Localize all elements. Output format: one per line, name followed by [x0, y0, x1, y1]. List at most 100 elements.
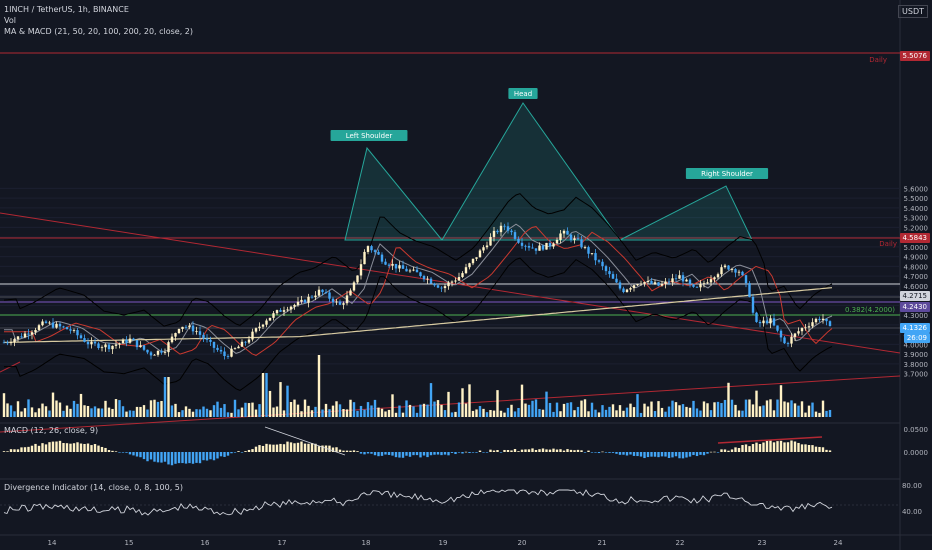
volume-bar: [615, 410, 618, 417]
macd-histogram-bar: [244, 451, 247, 452]
candle-body: [184, 326, 188, 328]
candle-body: [373, 250, 377, 252]
macd-histogram-bar: [695, 452, 699, 457]
volume-bar: [51, 392, 55, 417]
candle-body: [534, 248, 538, 251]
candle-body: [174, 333, 177, 337]
macd-histogram-bar: [370, 452, 373, 454]
ma-macd-indicator-label[interactable]: MA & MACD (21, 50, 20, 100, 200, 20, clo…: [4, 27, 194, 36]
candle-body: [244, 341, 247, 343]
macd-histogram-bar: [436, 452, 440, 455]
volume-bar: [769, 399, 772, 417]
symbol-title[interactable]: 1INCH / TetherUS, 1h, BINANCE: [4, 5, 129, 14]
candle-body: [818, 318, 821, 321]
volume-bar: [2, 393, 6, 417]
macd-histogram-bar: [30, 445, 34, 452]
candle-body: [258, 326, 261, 329]
candle-body: [69, 329, 72, 331]
candle-body: [727, 265, 730, 270]
volume-bar: [279, 382, 282, 417]
candle-body: [345, 295, 349, 304]
macd-histogram-bar: [524, 449, 527, 452]
volume-bar: [401, 412, 405, 417]
volume-bar: [219, 407, 223, 417]
volume-bar: [748, 399, 751, 417]
candle-body: [300, 299, 303, 302]
macd-histogram-bar: [363, 452, 366, 455]
macd-histogram-bar: [216, 452, 219, 459]
candle-body: [485, 245, 489, 248]
volume-bar: [233, 399, 237, 417]
candle-body: [156, 350, 160, 355]
candle-body: [303, 299, 307, 303]
divergence-pane-label[interactable]: Divergence Indicator (14, close, 0, 8, 1…: [4, 483, 184, 492]
macd-histogram-bar: [125, 452, 128, 453]
macd-histogram-bar: [440, 452, 443, 456]
macd-pane-label[interactable]: MACD (12, 26, close, 9): [4, 426, 99, 435]
macd-histogram-bar: [548, 449, 552, 452]
macd-histogram-bar: [601, 451, 604, 453]
volume-indicator-label[interactable]: Vol: [4, 16, 16, 25]
volume-bar: [275, 406, 279, 417]
volume-bar: [237, 409, 240, 417]
right-shoulder-zone: [619, 185, 753, 241]
volume-bar: [541, 409, 545, 417]
macd-histogram-bar: [55, 441, 58, 452]
candle-body: [261, 324, 265, 327]
volume-bar: [307, 405, 310, 417]
daily-top-label: Daily: [869, 56, 887, 64]
macd-histogram-bar: [321, 445, 324, 452]
macd-histogram-bar: [265, 443, 268, 452]
candle-body: [240, 341, 244, 347]
macd-histogram-bar: [566, 449, 569, 452]
candle-body: [286, 309, 289, 311]
volume-bar: [265, 373, 268, 417]
volume-bar: [457, 402, 461, 417]
macd-histogram-bar: [205, 452, 209, 461]
volume-bar: [338, 404, 342, 417]
macd-histogram-bar: [114, 451, 118, 452]
macd-histogram-bar: [643, 452, 646, 459]
candle-body: [65, 327, 69, 330]
macd-histogram-bar: [303, 443, 307, 452]
macd-histogram-bar: [107, 450, 111, 452]
macd-histogram-bar: [744, 444, 748, 452]
volume-bar: [741, 410, 744, 417]
candle-body: [548, 242, 552, 247]
volume-bar: [321, 409, 324, 417]
macd-histogram-bar: [338, 449, 342, 452]
volume-bar: [706, 403, 709, 417]
volume-bar: [34, 412, 37, 417]
macd-histogram-bar: [758, 443, 762, 452]
candle-body: [352, 282, 356, 291]
price-scale-tick: 4.8000: [904, 263, 929, 271]
volume-bar: [160, 400, 163, 417]
macd-histogram-bar: [72, 443, 76, 452]
volume-bar: [303, 399, 307, 417]
macd-histogram-bar: [13, 449, 16, 452]
candle-body: [520, 242, 524, 246]
candle-body: [380, 254, 384, 262]
price-scale-tick: 5.4000: [904, 205, 929, 213]
volume-bar: [727, 382, 730, 417]
bar-countdown: 26:09: [903, 333, 930, 343]
candle-body: [608, 271, 611, 275]
volume-bar: [545, 391, 548, 417]
volume-bar: [380, 408, 384, 417]
candle-body: [681, 275, 685, 282]
macd-histogram-bar: [219, 452, 223, 457]
macd-histogram-bar: [608, 452, 611, 453]
macd-histogram-bar: [632, 452, 636, 456]
candle-body: [587, 247, 590, 254]
candle-body: [594, 253, 597, 261]
volume-bar: [790, 400, 793, 417]
volume-bar: [170, 405, 174, 417]
volume-bar: [678, 405, 681, 417]
macd-histogram-bar: [555, 449, 559, 452]
price-scale-tick: 4.3000: [904, 312, 929, 320]
macd-histogram-bar: [6, 451, 9, 452]
volume-bar: [412, 406, 415, 417]
macd-histogram-bar: [422, 452, 426, 456]
